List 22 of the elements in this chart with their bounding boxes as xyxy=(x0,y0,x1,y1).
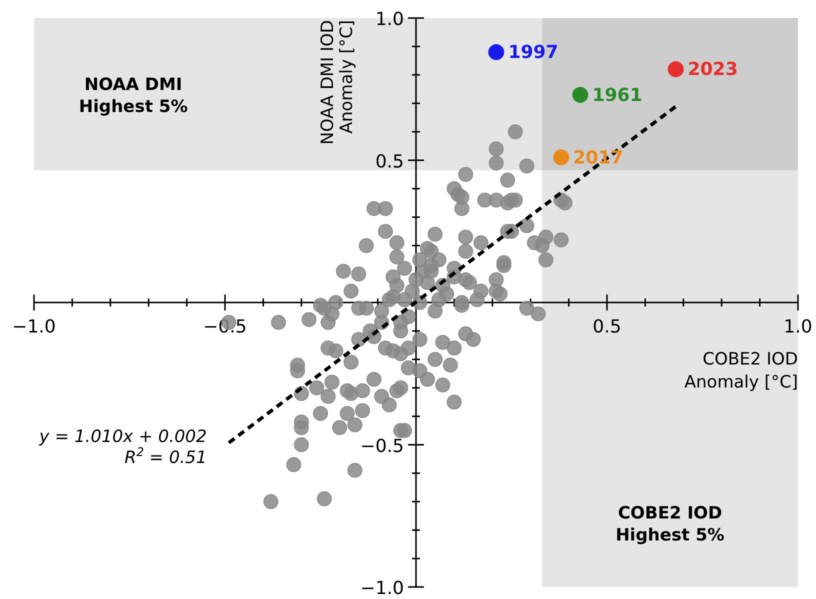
y-axis-title: NOAA DMI IOD Anomaly [°C] xyxy=(318,20,357,145)
y-tick-label: 0.5 xyxy=(375,151,404,172)
series-label: 1961 xyxy=(592,84,642,106)
x-tick-label: 1.0 xyxy=(784,316,812,338)
annotation: R$^{2}$ = 0.51 xyxy=(124,444,207,468)
y-tick-label: −1.0 xyxy=(360,578,404,599)
point xyxy=(553,149,570,166)
series-label: 1997 xyxy=(508,42,558,64)
point xyxy=(668,61,684,78)
y-tick-label: −0.5 xyxy=(360,436,404,457)
band-label: NOAA DMI Highest 5% xyxy=(78,75,188,118)
x-axis-title: COBE2 IOD Anomaly [°C] xyxy=(684,350,798,392)
x-tick-label: −0.5 xyxy=(203,316,247,338)
series-label: 2023 xyxy=(688,59,738,80)
series-label: 2017 xyxy=(573,147,624,168)
x-tick-label: 0.5 xyxy=(592,316,622,338)
point xyxy=(572,86,588,103)
x-tick-label: −1.0 xyxy=(12,316,56,338)
annotation: y = 1.010x + 0.002 xyxy=(38,426,207,447)
point xyxy=(488,44,504,60)
band-label: COBE2 IOD Highest 5% xyxy=(616,504,724,546)
y-tick-label: 1.0 xyxy=(375,9,404,30)
